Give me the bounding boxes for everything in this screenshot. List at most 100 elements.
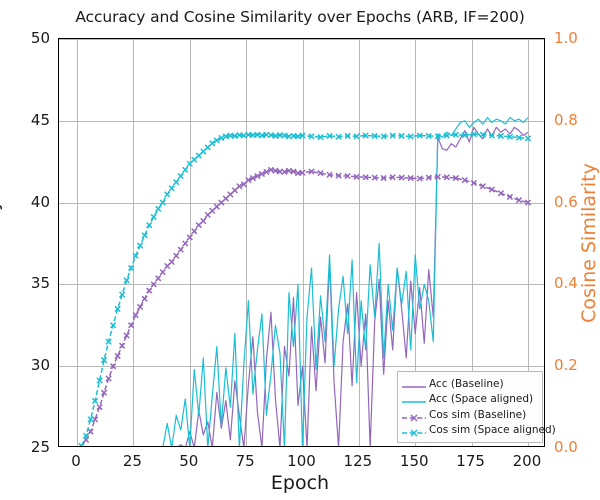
grid-line-horizontal: [59, 39, 544, 40]
series-marker: [326, 132, 333, 140]
legend-label: Cos sim (Baseline): [429, 408, 527, 421]
series-marker: [137, 303, 144, 311]
series-marker: [299, 169, 306, 176]
x-tick-label: 75: [235, 452, 255, 470]
grid-line-horizontal: [59, 284, 544, 286]
series-marker: [258, 170, 266, 178]
series-marker: [470, 131, 477, 138]
y2-tick: [544, 121, 545, 122]
series-marker: [389, 132, 396, 139]
x-tick: [190, 446, 191, 447]
series-marker: [150, 213, 157, 221]
series-marker: [118, 291, 126, 298]
series-marker: [335, 172, 342, 179]
y2-tick: [544, 366, 545, 367]
series-marker: [91, 397, 99, 405]
series-marker: [82, 432, 90, 439]
series-marker: [155, 275, 162, 282]
y-tick-label: 45: [30, 110, 50, 129]
y-tick-label: 25: [30, 438, 50, 456]
y2-tick-label: 0.4: [554, 274, 578, 293]
grid-line-horizontal: [59, 366, 544, 368]
series-marker: [308, 133, 315, 140]
series-marker: [497, 132, 505, 140]
series-marker: [146, 221, 153, 229]
series-marker: [200, 217, 207, 225]
series-marker: [506, 193, 514, 201]
series-marker: [182, 240, 189, 247]
series-marker: [335, 133, 342, 140]
series-marker: [128, 264, 135, 272]
series-marker: [380, 133, 387, 140]
y2-tick-label: 0.2: [554, 356, 578, 375]
series-marker: [272, 167, 279, 174]
legend-line-sample: [401, 409, 427, 422]
legend-item-2[interactable]: Cos sim (Baseline): [401, 407, 538, 423]
y-tick-label: 50: [30, 29, 50, 47]
x-tick-label: 0: [71, 452, 81, 470]
series-marker: [267, 166, 275, 174]
series-marker: [506, 133, 514, 140]
grid-line-vertical: [189, 39, 191, 446]
series-marker: [488, 186, 496, 193]
series-marker: [524, 199, 532, 206]
series-marker: [398, 174, 405, 181]
y2-tick: [544, 39, 545, 40]
series-marker: [159, 268, 166, 276]
series-marker: [443, 174, 450, 181]
series-marker: [123, 277, 130, 284]
series-marker: [100, 356, 108, 364]
series-marker: [515, 197, 523, 204]
series-marker: [308, 168, 315, 175]
series-marker: [164, 191, 171, 198]
series-marker: [213, 137, 220, 144]
x-tick: [246, 446, 247, 447]
y-axis-title: Accuracy: [0, 199, 3, 287]
series-marker: [443, 132, 450, 139]
grid-line-vertical: [528, 39, 529, 446]
series-marker: [285, 167, 293, 174]
series-marker: [258, 132, 266, 139]
series-marker: [182, 166, 189, 174]
series-marker: [141, 295, 148, 302]
series-marker: [105, 338, 112, 345]
series-marker: [407, 133, 414, 140]
series-marker: [236, 183, 243, 190]
series-marker: [497, 190, 505, 197]
data-series-layer: [78, 116, 532, 446]
series-marker: [118, 342, 126, 349]
series-marker: [132, 311, 139, 319]
legend-item-3[interactable]: Cos sim (Space aligned): [401, 423, 556, 439]
legend-item-0[interactable]: Acc (Baseline): [401, 376, 538, 392]
grid-line-vertical: [133, 39, 135, 446]
series-marker: [114, 352, 121, 360]
series-marker: [173, 252, 180, 259]
series-marker: [177, 246, 184, 253]
grid-line-horizontal: [59, 120, 544, 122]
y2-tick: [544, 284, 545, 285]
y-tick-label: 30: [30, 356, 50, 375]
series-marker: [398, 132, 405, 140]
y-tick-label: 40: [30, 192, 50, 211]
series-marker: [137, 242, 144, 249]
series-marker: [479, 183, 487, 190]
series-marker: [218, 134, 225, 142]
series-marker: [96, 403, 103, 411]
series-marker: [177, 172, 184, 180]
series-marker: [132, 252, 139, 259]
x-tick: [77, 446, 78, 447]
legend-label: Acc (Space aligned): [429, 393, 534, 406]
series-marker: [434, 173, 441, 180]
series-marker: [168, 258, 175, 266]
series-line-1: [162, 116, 529, 446]
series-marker: [141, 232, 148, 239]
series-marker: [407, 174, 414, 182]
series-marker: [425, 174, 432, 181]
chart-legend[interactable]: Acc (Baseline) Acc (Space aligned) Cos sim…: [397, 371, 556, 443]
legend-line-sample: [401, 424, 427, 437]
legend-item-1[interactable]: Acc (Space aligned): [401, 392, 538, 408]
series-marker: [326, 171, 333, 178]
x-tick: [528, 446, 529, 447]
series-marker: [281, 168, 288, 176]
